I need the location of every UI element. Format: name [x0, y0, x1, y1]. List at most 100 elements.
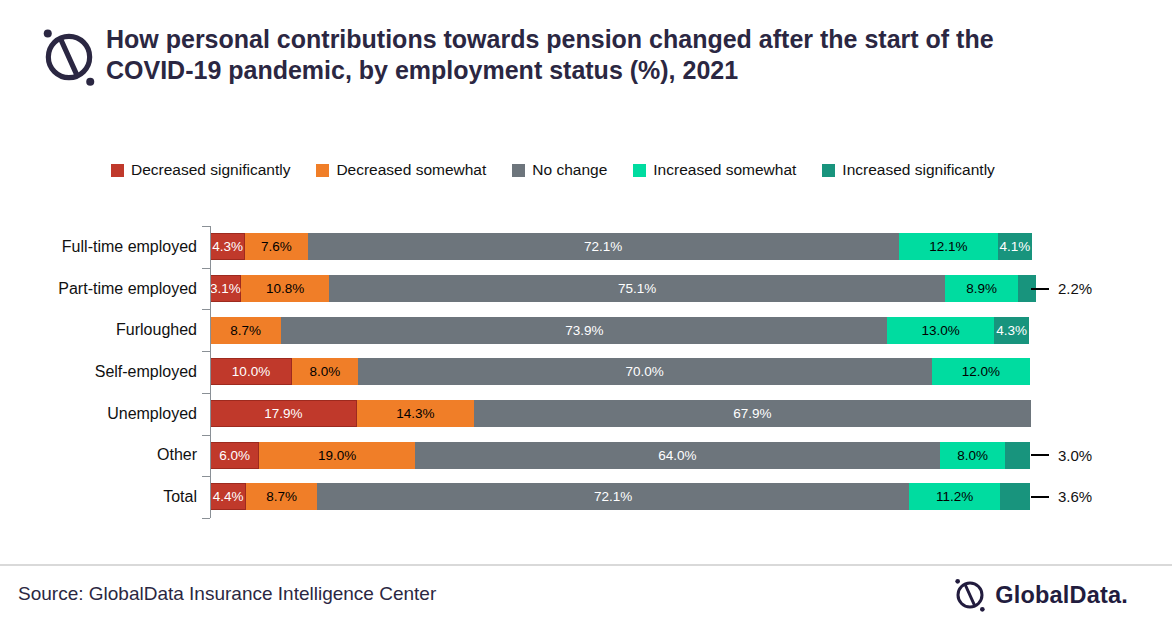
value-label: 72.1%	[584, 239, 622, 254]
value-label: 75.1%	[618, 281, 656, 296]
footer-brand-text: GlobalData.	[995, 582, 1128, 609]
callout: 3.6%	[1031, 488, 1092, 505]
bar-segment: 19.0%	[259, 442, 415, 469]
legend-swatch-icon	[512, 164, 525, 177]
header: How personal contributions towards pensi…	[40, 24, 994, 88]
value-label: 4.1%	[999, 239, 1030, 254]
callout-leader-line	[1031, 496, 1049, 498]
legend-label: No change	[532, 161, 607, 179]
value-label: 4.3%	[212, 239, 243, 254]
category-label: Other	[0, 446, 210, 464]
legend-label: Increased somewhat	[653, 161, 796, 179]
bar-track: 6.0% 19.0% 64.0% 8.0%	[210, 442, 1030, 469]
callout-value-label: 3.0%	[1058, 447, 1092, 464]
bar-segment: 8.0%	[292, 358, 358, 385]
legend-swatch-icon	[111, 164, 124, 177]
value-label: 4.3%	[996, 323, 1027, 338]
y-axis-line	[210, 226, 211, 518]
footer-divider	[0, 564, 1172, 566]
bar-segment: 10.0%	[210, 358, 292, 385]
value-label: 6.0%	[219, 448, 250, 463]
legend-swatch-icon	[822, 164, 835, 177]
bar-track: 10.0%8.0%70.0%12.0%	[210, 358, 1030, 385]
bar-segment: 6.0%	[210, 442, 259, 469]
chart-row: Full-time employed4.3%7.6%72.1%12.1%4.1%	[0, 226, 1172, 268]
axis-tick	[202, 226, 210, 227]
legend-item: Increased significantly	[822, 161, 995, 179]
bar-segment: 11.2%	[909, 483, 1001, 510]
value-label: 8.7%	[266, 489, 297, 504]
category-label: Total	[0, 488, 210, 506]
legend-item: Decreased significantly	[111, 161, 290, 179]
infographic-page: How personal contributions towards pensi…	[0, 0, 1172, 628]
callout-value-label: 3.6%	[1058, 488, 1092, 505]
value-label: 8.0%	[309, 364, 340, 379]
globaldata-icon	[953, 577, 987, 613]
chart-row: Self-employed10.0%8.0%70.0%12.0%	[0, 351, 1172, 393]
value-label: 70.0%	[625, 364, 663, 379]
bar-track: 4.3% 7.6% 72.1% 12.1%4.1%	[210, 233, 1030, 260]
source-text: Source: GlobalData Insurance Intelligenc…	[18, 583, 436, 605]
stacked-bar-chart: Full-time employed4.3%7.6%72.1%12.1%4.1%…	[0, 226, 1172, 519]
legend-item: No change	[512, 161, 607, 179]
category-label: Furloughed	[0, 321, 210, 339]
callout-leader-line	[1031, 288, 1049, 290]
bar-segment: 70.0%	[358, 358, 932, 385]
value-label: 72.1%	[594, 489, 632, 504]
value-label: 3.1%	[210, 281, 241, 296]
globaldata-icon	[40, 26, 98, 88]
bar-segment: 4.3%	[994, 317, 1029, 344]
callout-value-label: 2.2%	[1058, 280, 1092, 297]
page-title-line2: COVID-19 pandemic, by employment status …	[106, 55, 994, 86]
chart-row: Furloughed8.7% 73.9% 13.0% 4.3%	[0, 309, 1172, 351]
legend-label: Increased significantly	[842, 161, 995, 179]
axis-tick	[202, 393, 210, 394]
bar-segment: 8.9%	[945, 275, 1018, 302]
legend-item: Increased somewhat	[633, 161, 796, 179]
page-title-line1: How personal contributions towards pensi…	[106, 24, 994, 55]
category-label: Self-employed	[0, 363, 210, 381]
bar-track: 8.7% 73.9% 13.0% 4.3%	[210, 317, 1030, 344]
value-label: 19.0%	[318, 448, 356, 463]
axis-tick	[202, 518, 210, 519]
axis-tick	[202, 476, 210, 477]
legend-item: Decreased somewhat	[316, 161, 486, 179]
chart-row: Total4.4% 8.7% 72.1% 11.2% 3.6%	[0, 476, 1172, 518]
bar-track: 3.1%10.8% 75.1% 8.9%	[210, 275, 1030, 302]
value-label: 4.4%	[213, 489, 244, 504]
legend-label: Decreased significantly	[131, 161, 290, 179]
value-label: 73.9%	[565, 323, 603, 338]
bar-segment: 14.3%	[357, 400, 474, 427]
category-label: Part-time employed	[0, 280, 210, 298]
bar-segment: 73.9%	[281, 317, 887, 344]
bar-segment: 13.0%	[887, 317, 994, 344]
bar-segment: 3.1%	[210, 275, 241, 302]
chart-row: Other 6.0% 19.0% 64.0% 8.0% 3.0%	[0, 434, 1172, 476]
value-label: 7.6%	[261, 239, 292, 254]
value-label: 13.0%	[921, 323, 959, 338]
legend-label: Decreased somewhat	[336, 161, 486, 179]
bar-segment: 8.7%	[246, 483, 317, 510]
callout: 2.2%	[1031, 280, 1092, 297]
value-label: 10.0%	[232, 364, 270, 379]
value-label: 17.9%	[264, 406, 302, 421]
value-label: 11.2%	[936, 489, 973, 504]
bar-segment: 10.8%	[241, 275, 330, 302]
value-label: 14.3%	[396, 406, 434, 421]
bar-segment: 67.9%	[474, 400, 1031, 427]
footer-brand: GlobalData.	[953, 577, 1128, 613]
bar-segment: 72.1%	[308, 233, 899, 260]
bar-segment: 7.6%	[245, 233, 307, 260]
chart-rows: Full-time employed4.3%7.6%72.1%12.1%4.1%…	[0, 226, 1172, 518]
bar-segment: 4.3%	[210, 233, 245, 260]
bar-segment: 75.1%	[329, 275, 945, 302]
value-label: 64.0%	[658, 448, 696, 463]
bar-segment: 8.7%	[210, 317, 281, 344]
bar-segment: 12.1%	[899, 233, 998, 260]
category-label: Unemployed	[0, 405, 210, 423]
value-label: 8.0%	[957, 448, 988, 463]
bar-segment	[1000, 483, 1030, 510]
bar-segment	[1005, 442, 1030, 469]
callout: 3.0%	[1031, 447, 1092, 464]
legend-swatch-icon	[316, 164, 329, 177]
